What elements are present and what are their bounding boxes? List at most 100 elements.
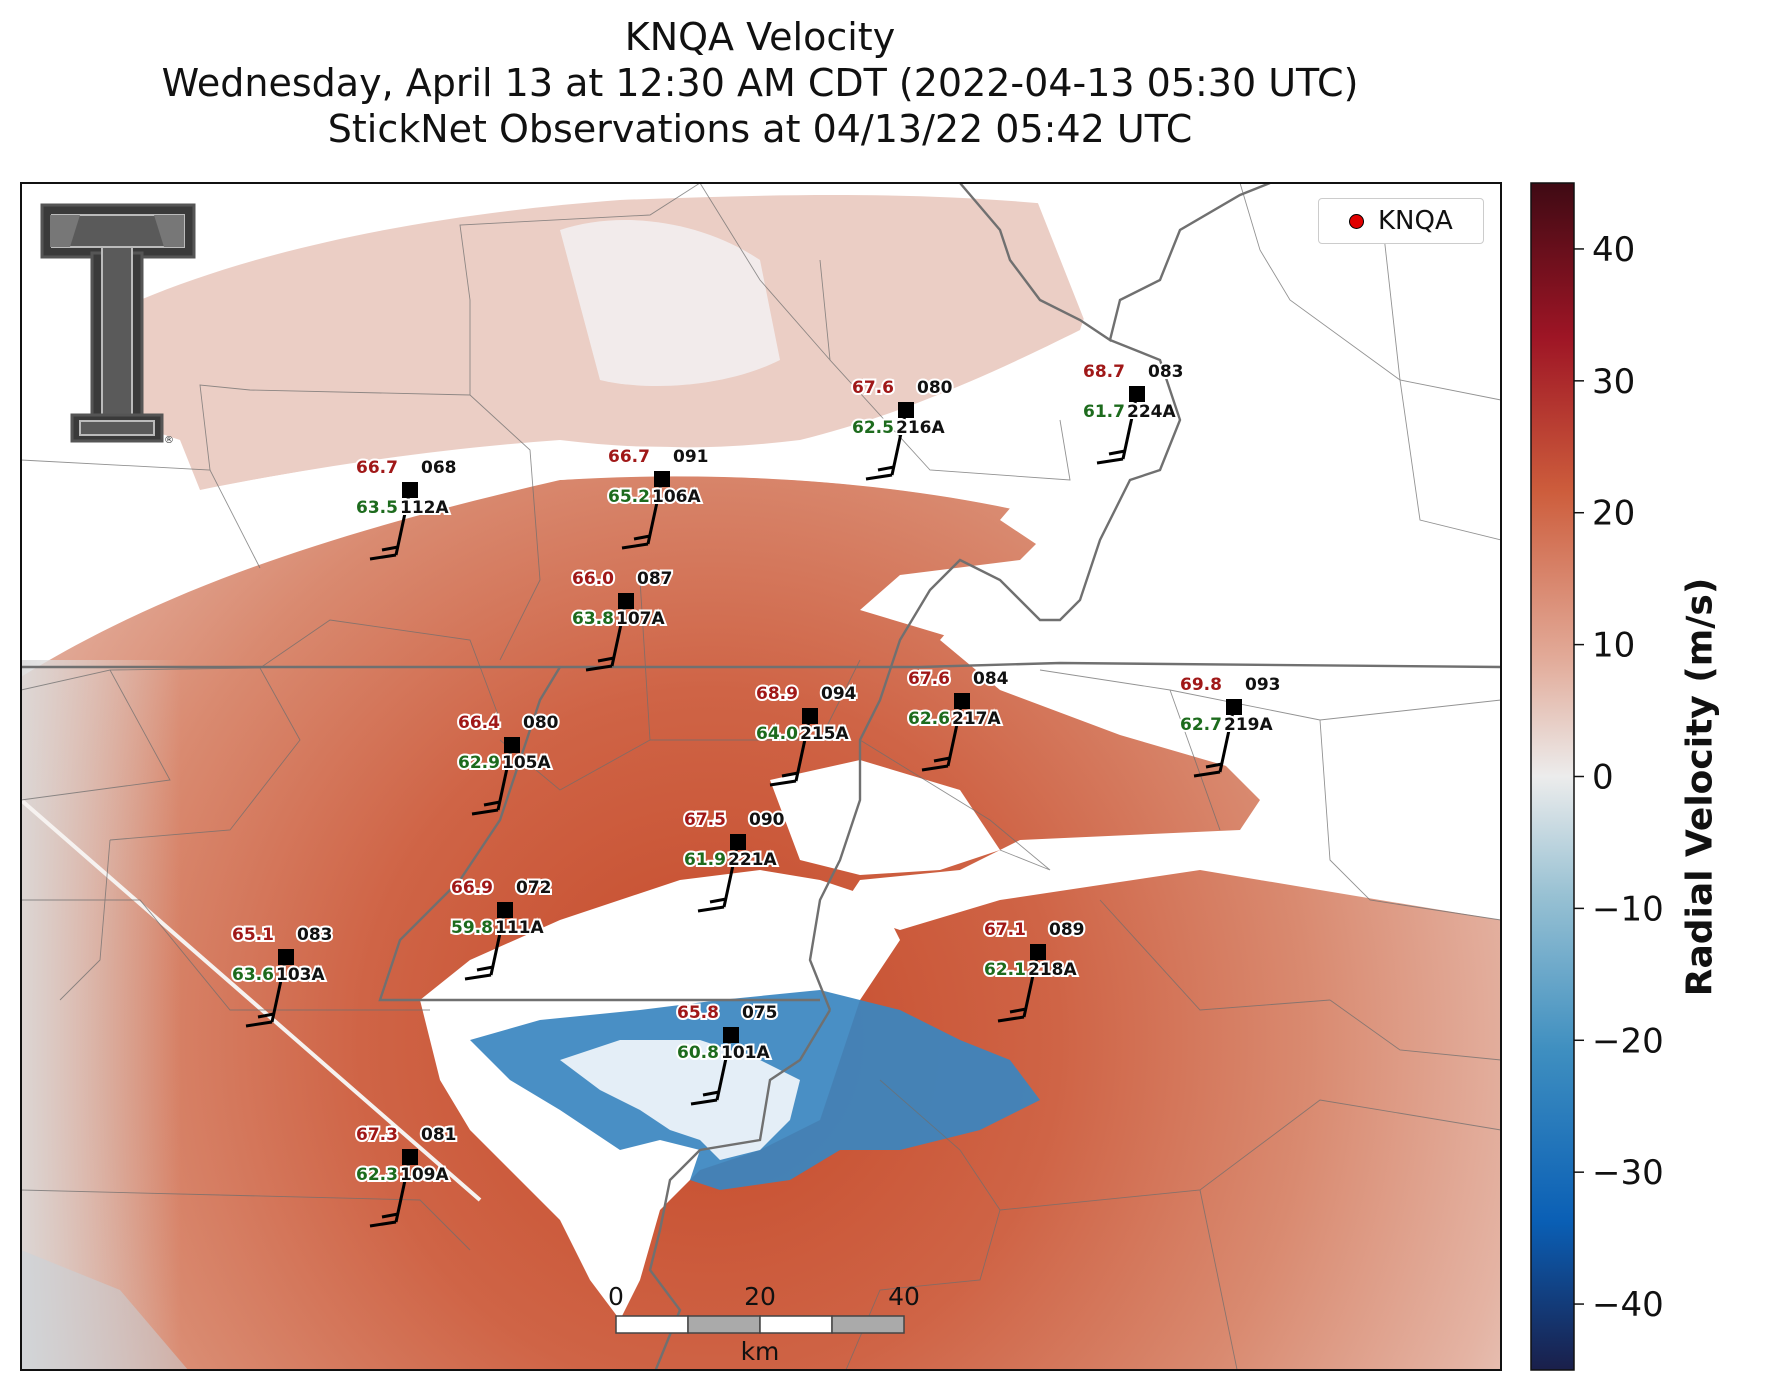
wind-barb-flag (245, 1020, 273, 1028)
wind-barb-half (257, 1012, 275, 1019)
wind-barb-staff (722, 841, 740, 908)
no-data-region-east (940, 570, 1501, 900)
station-temperature: 66.9 (451, 878, 493, 898)
station-dewpoint: 60.8 (677, 1043, 719, 1063)
station-dewpoint: 59.8 (451, 918, 493, 938)
station-marker (402, 1149, 418, 1165)
station-wind-direction: 090 (749, 810, 785, 830)
legend-label: KNQA (1378, 206, 1453, 236)
station-id: 217A (952, 709, 1001, 729)
title-block: KNQA Velocity Wednesday, April 13 at 12:… (0, 14, 1520, 152)
station-temperature: 66.0 (572, 569, 614, 589)
wind-barb-half (1108, 449, 1126, 456)
station-dewpoint: 64.0 (756, 724, 798, 744)
wind-barb-staff (1022, 951, 1040, 1018)
station-marker (402, 482, 418, 498)
station-temperature: 67.6 (908, 669, 950, 689)
station-dewpoint: 63.8 (572, 609, 614, 629)
wind-barb-staff (496, 744, 514, 811)
colorbar-title: Radial Velocity (m/s) (1679, 577, 1721, 997)
station-id: 112A (400, 498, 449, 518)
map-content (21, 183, 1501, 1370)
station-dewpoint: 63.5 (356, 498, 398, 518)
texas-tech-logo: ® (40, 203, 196, 446)
station-temperature: 66.7 (608, 447, 650, 467)
wind-barb-staff (890, 409, 908, 476)
wind-barb-flag (690, 1098, 718, 1106)
station-wind-direction: 089 (1049, 920, 1085, 940)
station-temperature: 69.8 (1180, 675, 1222, 695)
station-wind-direction: 075 (742, 1003, 778, 1023)
station-dewpoint: 62.9 (458, 753, 500, 773)
wind-barb-half (877, 465, 895, 472)
station-id: 107A (616, 609, 665, 629)
wind-barb-flag (1096, 457, 1124, 465)
station-dewpoint: 65.2 (608, 487, 650, 507)
station-marker (618, 593, 634, 609)
colorbar-gradient (1530, 182, 1575, 1371)
wind-barb-half (1009, 1007, 1027, 1014)
station-marker (954, 693, 970, 709)
map-frame (20, 182, 1502, 1371)
radar-site-marker-icon (1349, 213, 1364, 229)
station-temperature: 68.9 (756, 684, 798, 704)
station-temperature: 67.1 (984, 920, 1026, 940)
station-id: 224A (1127, 402, 1176, 422)
station-wind-direction: 080 (523, 713, 559, 733)
station-106A (621, 471, 670, 550)
station-id: 216A (896, 418, 945, 438)
wind-barb-half (381, 1212, 399, 1219)
station-wind-direction: 081 (421, 1125, 457, 1145)
scale-unit: km (741, 1337, 780, 1366)
station-dewpoint: 61.9 (684, 850, 726, 870)
wind-barb-staff (394, 489, 412, 556)
station-112A (369, 482, 418, 561)
scale-label-0: 0 (608, 1282, 624, 1311)
wind-barb-flag (369, 1220, 397, 1228)
station-wind-direction: 080 (917, 378, 953, 398)
station-temperature: 67.5 (684, 810, 726, 830)
wind-barb-flag (471, 808, 499, 816)
station-temperature: 65.8 (677, 1003, 719, 1023)
station-temperature: 67.3 (356, 1125, 398, 1145)
station-dewpoint: 63.6 (232, 965, 274, 985)
wind-barb-staff (1121, 393, 1139, 460)
station-224A (1096, 386, 1145, 465)
wind-barb-half (702, 1090, 720, 1097)
station-temperature: 66.4 (458, 713, 500, 733)
wind-barb-flag (997, 1015, 1025, 1023)
station-temperature: 65.1 (232, 925, 274, 945)
station-217A (921, 693, 970, 772)
wind-barb-half (709, 897, 727, 904)
station-wind-direction: 084 (973, 669, 1009, 689)
station-marker (802, 708, 818, 724)
wind-barb-staff (270, 956, 288, 1023)
wind-barb-flag (697, 905, 725, 913)
station-id: 101A (721, 1043, 770, 1063)
scale-label-20: 20 (744, 1282, 776, 1311)
station-107A (585, 593, 634, 672)
station-temperature: 68.7 (1083, 362, 1125, 382)
station-dewpoint: 62.5 (852, 418, 894, 438)
wind-barb-staff (946, 700, 964, 767)
colorbar-tick-label: 0 (1592, 758, 1614, 798)
station-marker (654, 471, 670, 487)
wind-barb-staff (715, 1034, 733, 1101)
station-111A (464, 902, 513, 981)
wind-barb-half (476, 965, 494, 972)
station-marker (1030, 944, 1046, 960)
station-wind-direction: 091 (673, 447, 709, 467)
station-id: 103A (276, 965, 325, 985)
colorbar-tick-label: −30 (1592, 1153, 1664, 1193)
wind-barb-staff (1218, 706, 1236, 773)
wind-barb-flag (464, 973, 492, 981)
title-line-3: StickNet Observations at 04/13/22 05:42 … (327, 107, 1193, 151)
station-219A (1193, 699, 1242, 778)
station-marker (1226, 699, 1242, 715)
station-id: 219A (1224, 715, 1273, 735)
station-marker (278, 949, 294, 965)
state-boundary (21, 183, 1501, 1370)
wind-barb-half (781, 771, 799, 778)
station-wind-direction: 068 (421, 458, 457, 478)
wind-barb-half (381, 545, 399, 552)
